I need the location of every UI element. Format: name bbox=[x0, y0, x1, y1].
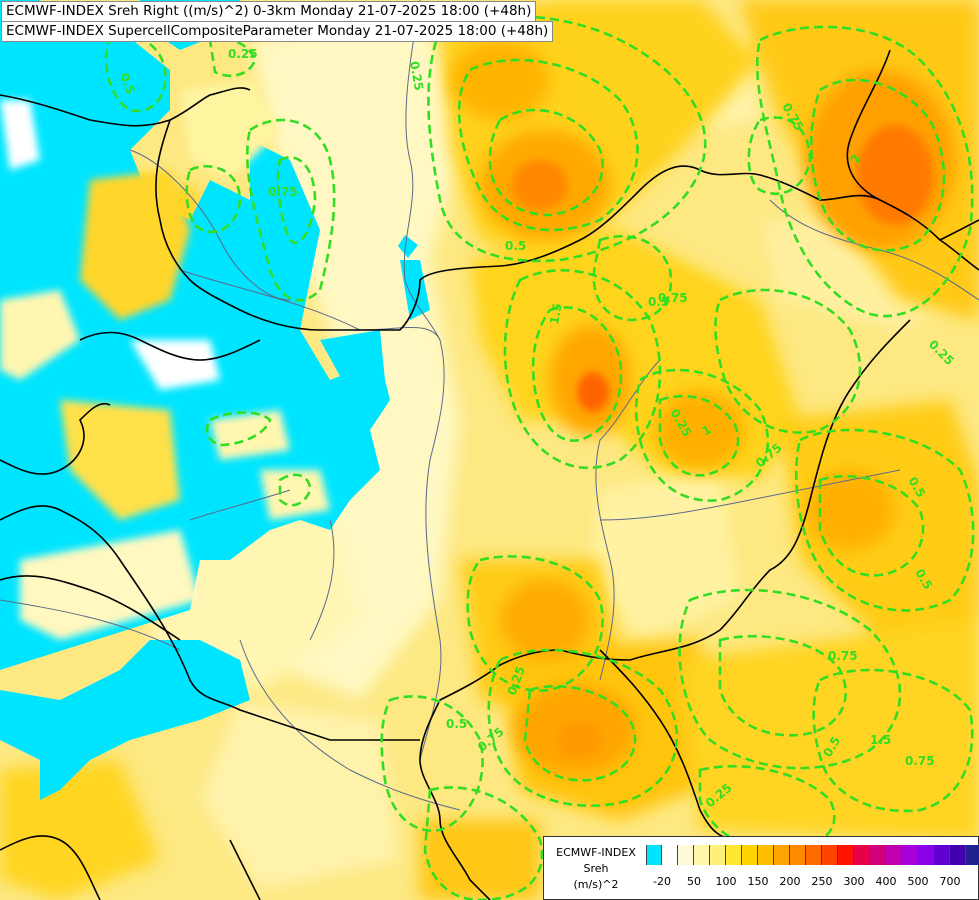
contour-label: 0.75 bbox=[658, 291, 688, 305]
map-title-primary: ECMWF-INDEX Sreh Right ((m/s)^2) 0-3km M… bbox=[1, 1, 537, 22]
legend-tick-label: 200 bbox=[779, 875, 801, 888]
legend-swatch bbox=[918, 845, 934, 865]
legend-swatch bbox=[838, 845, 854, 865]
legend-swatch bbox=[758, 845, 774, 865]
contour-label: 0.75 bbox=[905, 754, 935, 768]
legend-title: ECMWF-INDEX Sreh (m/s)^2 bbox=[548, 845, 644, 893]
legend-swatch bbox=[870, 845, 886, 865]
legend-parameter: Sreh bbox=[583, 862, 609, 875]
legend-tick-label: 150 bbox=[747, 875, 769, 888]
legend-tick-label: -20 bbox=[653, 875, 671, 888]
country-borders bbox=[0, 49, 979, 900]
legend-swatches bbox=[646, 845, 979, 865]
legend-swatch bbox=[902, 845, 918, 865]
contour-label: 0.5 bbox=[446, 717, 467, 731]
legend-swatch bbox=[678, 845, 694, 865]
legend-unit: (m/s)^2 bbox=[573, 878, 619, 891]
legend-tick-label: 400 bbox=[875, 875, 897, 888]
legend-tick-label: 250 bbox=[811, 875, 833, 888]
contour-label: 1.5 bbox=[870, 733, 891, 747]
contour-label: 0.5 bbox=[117, 71, 137, 96]
legend-swatch bbox=[774, 845, 790, 865]
contour-label: 0.5 bbox=[648, 295, 669, 309]
legend-ticks: -20 50 100 150 200 250 300 400 500 700 bbox=[646, 875, 976, 889]
legend-model: ECMWF-INDEX bbox=[556, 846, 636, 859]
map-title-secondary: ECMWF-INDEX SupercellCompositeParameter … bbox=[1, 21, 554, 42]
legend-swatch bbox=[822, 845, 838, 865]
contour-label: 0.25 bbox=[228, 47, 258, 61]
legend-tick-label: 100 bbox=[715, 875, 737, 888]
legend-tick-label: 300 bbox=[843, 875, 865, 888]
scp-contours bbox=[104, 14, 975, 900]
legend-swatch bbox=[966, 845, 979, 865]
sreh-islands bbox=[0, 80, 330, 640]
legend-swatch bbox=[934, 845, 950, 865]
legend-tick-label: 700 bbox=[939, 875, 961, 888]
legend-swatch bbox=[694, 845, 710, 865]
contour-label: 0.75 bbox=[268, 185, 298, 199]
legend-swatch bbox=[742, 845, 758, 865]
sreh-peak-zones bbox=[134, 125, 933, 758]
legend-swatch bbox=[886, 845, 902, 865]
legend-swatch bbox=[790, 845, 806, 865]
legend-swatch bbox=[806, 845, 822, 865]
legend-swatch bbox=[710, 845, 726, 865]
legend-tick-label: 50 bbox=[687, 875, 701, 888]
contour-label: 0.25 bbox=[407, 60, 426, 92]
legend-tick-label: 500 bbox=[907, 875, 929, 888]
contour-label: 0.75 bbox=[828, 649, 858, 663]
legend-swatch bbox=[950, 845, 966, 865]
contour-label: 0.5 bbox=[505, 239, 526, 253]
legend-swatch bbox=[662, 845, 678, 865]
contour-label: 1.5 bbox=[547, 302, 564, 325]
legend-swatch bbox=[646, 845, 662, 865]
color-legend: ECMWF-INDEX Sreh (m/s)^2 -20 50 100 150 200 2… bbox=[543, 836, 979, 900]
legend-swatch bbox=[854, 845, 870, 865]
legend-swatch bbox=[726, 845, 742, 865]
